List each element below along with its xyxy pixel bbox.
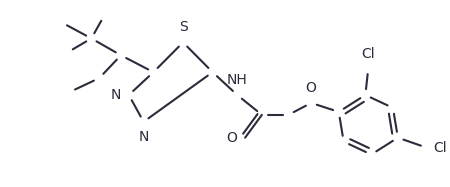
Text: N: N bbox=[111, 88, 121, 102]
Text: O: O bbox=[226, 131, 237, 145]
Text: S: S bbox=[179, 20, 187, 34]
Text: O: O bbox=[306, 81, 317, 95]
Text: Cl: Cl bbox=[361, 47, 375, 61]
Text: NH: NH bbox=[227, 73, 248, 87]
Text: Cl: Cl bbox=[433, 141, 447, 155]
Text: N: N bbox=[139, 130, 149, 144]
